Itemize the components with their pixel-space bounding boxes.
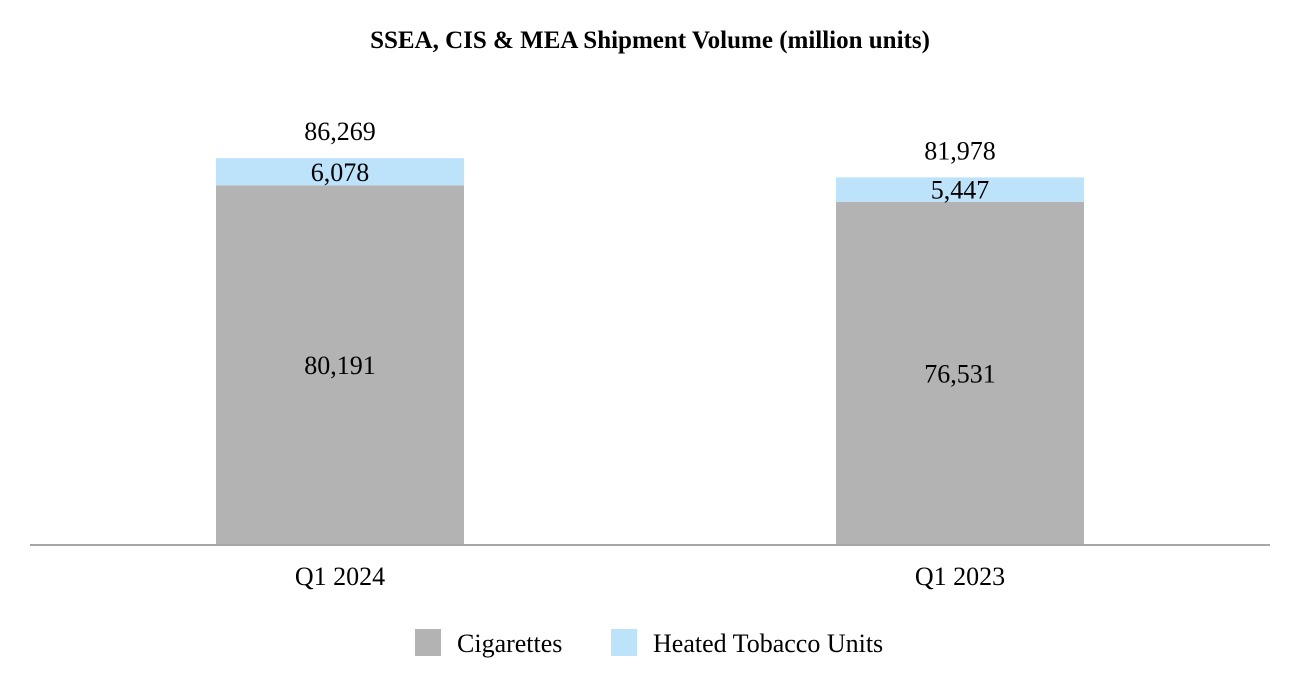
chart-title: SSEA, CIS & MEA Shipment Volume (million… bbox=[370, 27, 930, 54]
bar-cigarettes-1 bbox=[216, 185, 464, 546]
bars-group: 80,191 6,078 86,269 76,531 5,447 81,978 bbox=[216, 117, 1084, 546]
bar-heated-tobacco-2 bbox=[836, 177, 1084, 202]
data-label-cigarettes-2: 76,531 bbox=[924, 359, 996, 388]
bar-heated-tobacco-1 bbox=[216, 158, 464, 186]
x-tick-label-1: Q1 2024 bbox=[295, 562, 385, 591]
total-label-2: 81,978 bbox=[924, 136, 996, 165]
total-label-1: 86,269 bbox=[304, 117, 376, 146]
legend: Cigarettes Heated Tobacco Units bbox=[415, 629, 883, 658]
x-tick-labels: Q1 2024 Q1 2023 bbox=[295, 562, 1005, 591]
data-label-cigarettes-1: 80,191 bbox=[304, 351, 376, 380]
x-tick-label-2: Q1 2023 bbox=[915, 562, 1005, 591]
legend-swatch-heated-tobacco bbox=[611, 629, 637, 656]
legend-swatch-cigarettes bbox=[415, 629, 441, 656]
legend-label-heated-tobacco: Heated Tobacco Units bbox=[653, 629, 883, 658]
data-label-heated-tobacco-1: 6,078 bbox=[311, 158, 370, 187]
legend-label-cigarettes: Cigarettes bbox=[457, 629, 562, 658]
bar-cigarettes-2 bbox=[836, 201, 1084, 545]
data-label-heated-tobacco-2: 5,447 bbox=[931, 176, 990, 205]
